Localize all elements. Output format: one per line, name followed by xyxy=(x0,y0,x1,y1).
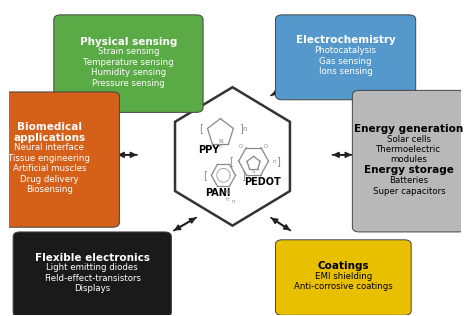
Text: Temperature sensing: Temperature sensing xyxy=(83,58,174,67)
Text: EMI shielding: EMI shielding xyxy=(315,272,372,281)
Text: Tissue engineering: Tissue engineering xyxy=(9,154,90,163)
Text: Biomedical: Biomedical xyxy=(17,122,82,132)
Text: Strain sensing: Strain sensing xyxy=(98,47,159,57)
Text: Humidity sensing: Humidity sensing xyxy=(91,68,166,77)
Text: H: H xyxy=(219,144,222,149)
Text: n: n xyxy=(231,199,235,204)
Text: applications: applications xyxy=(13,132,85,143)
Text: Flexible electronics: Flexible electronics xyxy=(35,252,150,263)
Text: Photocatalysis: Photocatalysis xyxy=(315,46,376,55)
Text: O: O xyxy=(239,144,243,149)
FancyBboxPatch shape xyxy=(0,92,119,227)
Text: Energy generation: Energy generation xyxy=(354,124,464,134)
Text: ]: ] xyxy=(276,156,280,166)
Text: n: n xyxy=(243,125,247,131)
Text: Neural interface: Neural interface xyxy=(14,143,84,152)
Text: Displays: Displays xyxy=(74,284,110,293)
Text: S: S xyxy=(252,169,255,174)
Text: Light emitting diodes: Light emitting diodes xyxy=(46,264,138,272)
Text: PPY: PPY xyxy=(198,145,219,155)
Text: Biosensing: Biosensing xyxy=(26,185,73,194)
Text: N: N xyxy=(218,139,223,144)
Text: Super capacitors: Super capacitors xyxy=(373,186,445,196)
Text: Drug delivery: Drug delivery xyxy=(20,174,79,184)
FancyBboxPatch shape xyxy=(352,90,465,232)
Text: ]: ] xyxy=(239,124,243,134)
Text: Anti-corrosive coatings: Anti-corrosive coatings xyxy=(294,282,392,291)
Text: Gas sensing: Gas sensing xyxy=(319,57,372,66)
Text: [: [ xyxy=(229,156,233,166)
FancyBboxPatch shape xyxy=(54,15,203,112)
Text: Solar cells: Solar cells xyxy=(387,135,431,144)
FancyBboxPatch shape xyxy=(275,15,416,100)
Text: [: [ xyxy=(203,170,207,180)
Text: Electrochemistry: Electrochemistry xyxy=(296,35,395,46)
Text: PANI: PANI xyxy=(205,188,230,198)
Text: Artificial muscles: Artificial muscles xyxy=(12,164,86,173)
Text: [: [ xyxy=(200,124,203,134)
Text: n: n xyxy=(273,159,276,164)
Text: Energy storage: Energy storage xyxy=(364,165,454,175)
Text: Field-effect-transistors: Field-effect-transistors xyxy=(44,274,141,283)
Text: O: O xyxy=(264,144,268,149)
FancyBboxPatch shape xyxy=(13,232,172,316)
Text: Batteries: Batteries xyxy=(389,176,428,185)
Text: ]: ] xyxy=(241,170,245,180)
Text: Physical sensing: Physical sensing xyxy=(80,37,177,46)
Text: Coatings: Coatings xyxy=(318,261,369,271)
Text: modules: modules xyxy=(391,155,428,164)
Text: Ions sensing: Ions sensing xyxy=(319,67,373,76)
Text: PEDOT: PEDOT xyxy=(244,177,281,186)
Text: N: N xyxy=(225,191,229,195)
FancyBboxPatch shape xyxy=(275,240,411,315)
Polygon shape xyxy=(175,87,290,226)
Text: Pressure sensing: Pressure sensing xyxy=(92,79,165,88)
Text: H: H xyxy=(225,197,229,202)
Text: Thermoelectric: Thermoelectric xyxy=(376,145,441,154)
